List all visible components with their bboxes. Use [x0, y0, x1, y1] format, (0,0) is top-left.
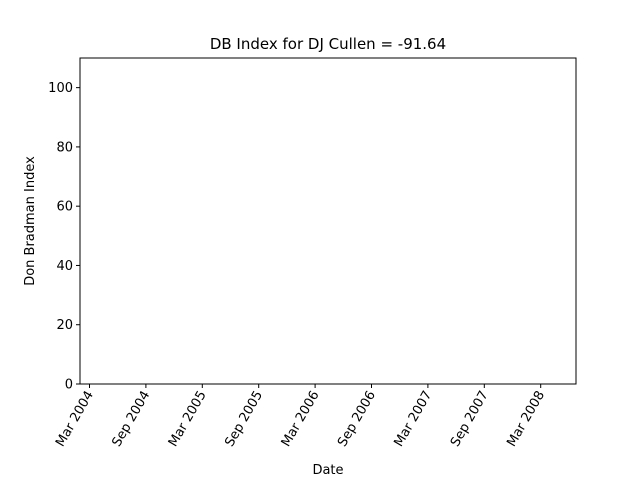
y-tick-label: 100: [48, 81, 73, 96]
x-axis-label: Date: [312, 463, 343, 478]
y-tick-label: 40: [56, 259, 73, 274]
plot-area: [79, 57, 577, 385]
y-axis-label: Don Bradman Index: [23, 156, 38, 286]
y-tick-label: 0: [65, 378, 73, 393]
y-axis: 0 20 40 60 80 100: [48, 81, 80, 393]
chart-title: DB Index for DJ Cullen = -91.64: [210, 35, 446, 53]
y-tick-label: 80: [56, 140, 73, 155]
y-tick-label: 20: [56, 318, 73, 333]
y-tick-label: 60: [56, 200, 73, 215]
